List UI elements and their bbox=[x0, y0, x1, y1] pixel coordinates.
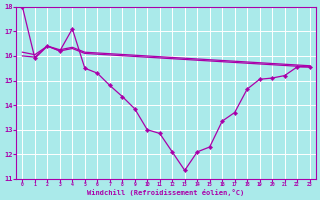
X-axis label: Windchill (Refroidissement éolien,°C): Windchill (Refroidissement éolien,°C) bbox=[87, 189, 244, 196]
